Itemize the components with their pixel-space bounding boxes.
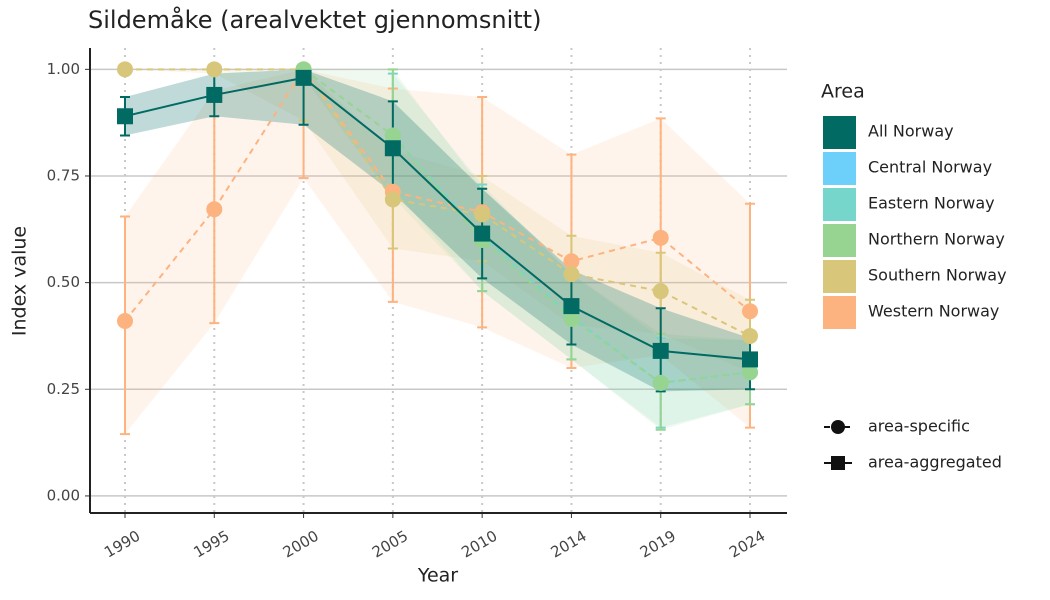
x-axis-label: Year: [417, 565, 458, 587]
series-line: [125, 68, 751, 337]
x-tick-label: 2010: [458, 527, 500, 562]
chart-title: Sildemåke (arealvektet gjennomsnitt): [88, 5, 541, 34]
y-tick-label: 1.00: [47, 60, 80, 78]
point: [652, 342, 669, 359]
legend-shape: [831, 420, 845, 434]
point: [563, 298, 580, 315]
x-tick-label: 2005: [369, 527, 411, 562]
ribbon: [125, 69, 750, 435]
ribbon: [125, 69, 750, 373]
point: [742, 351, 758, 368]
x-tick-label: 2019: [637, 527, 679, 562]
point: [295, 69, 312, 86]
point: [474, 206, 491, 223]
legend-label: Central Norway: [868, 158, 992, 177]
point: [206, 201, 223, 218]
legend-label: Western Norway: [868, 302, 999, 321]
legend-label: Northern Norway: [868, 230, 1005, 249]
legend-label: All Norway: [868, 122, 954, 141]
x-tick-label: 1990: [101, 527, 143, 562]
legend-swatch: [823, 152, 856, 185]
legend-label: Southern Norway: [868, 266, 1007, 285]
legend-label: Eastern Norway: [868, 194, 995, 213]
y-tick-label: 0.25: [47, 380, 80, 398]
legend-swatch: [823, 260, 856, 293]
point: [563, 310, 580, 327]
point: [563, 266, 580, 283]
x-tick-label: 2000: [280, 527, 322, 562]
point: [384, 127, 401, 144]
series-line: [124, 76, 751, 361]
y-tick-label: 0.00: [47, 486, 80, 504]
point: [384, 191, 401, 208]
legend-swatch: [823, 116, 856, 149]
point: [117, 108, 133, 125]
point: [742, 303, 758, 320]
point: [206, 86, 223, 103]
legend-swatch: [823, 296, 856, 329]
point: [474, 225, 491, 242]
point: [563, 253, 580, 270]
series-line: [302, 68, 751, 384]
point: [742, 327, 758, 344]
y-axis-label: Index value: [9, 226, 31, 336]
point: [652, 374, 669, 391]
point: [652, 229, 669, 246]
x-tick-label: 1995: [190, 527, 232, 562]
legend-label: area-aggregated: [868, 453, 1002, 472]
legend-label: area-specific: [868, 417, 970, 436]
series-line: [124, 67, 751, 322]
y-tick-label: 0.75: [47, 166, 80, 184]
legend-swatch: [823, 224, 856, 257]
point: [117, 313, 133, 330]
point: [206, 61, 223, 78]
legend-shape: [831, 456, 845, 470]
x-tick-label: 2024: [726, 527, 768, 562]
legend-title: Area: [821, 81, 865, 103]
x-tick-label: 2014: [548, 527, 590, 562]
point: [384, 140, 401, 157]
point: [117, 61, 133, 78]
y-tick-label: 0.50: [47, 273, 80, 291]
point: [742, 364, 758, 381]
point: [652, 283, 669, 300]
ribbon: [125, 69, 750, 392]
legend-swatch: [823, 188, 856, 221]
